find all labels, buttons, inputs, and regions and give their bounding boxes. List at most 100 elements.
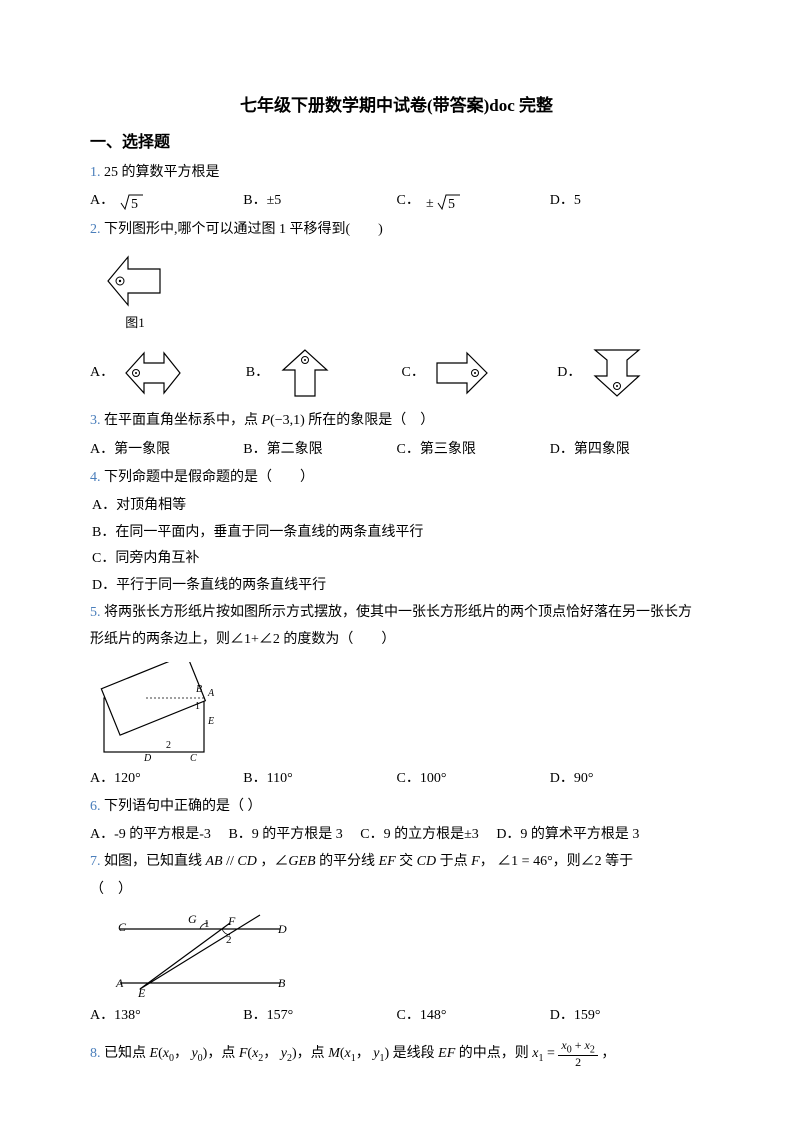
option-b: B．9 的平方根是 3 [228,827,342,842]
svg-text:2: 2 [166,740,171,751]
opt-label: C． [402,360,425,387]
option-b: B．157° [243,1003,396,1030]
label-2: 2 [226,934,232,946]
option-d: D．平行于同一条直线的两条直线平行 [90,573,703,600]
q-text: 25 的算数平方根是 [104,165,220,180]
options-row: A．138° B．157° C．148° D．159° [90,1003,703,1030]
page-title: 七年级下册数学期中试卷(带答案)doc 完整 [90,90,703,122]
option-b: B．110° [243,766,396,793]
option-c: C．第三象限 [397,437,550,464]
opt-label: A．120° [90,766,141,793]
label-b: B [278,976,286,990]
math-sqrt: 5 [120,193,144,211]
option-a: A．第一象限 [90,437,243,464]
options-row: A． B． C． D． [90,346,703,400]
label-a: A [115,976,124,990]
shape-icon [587,346,647,400]
option-d: D．90° [550,766,703,793]
svg-text:B: B [196,684,202,695]
options-row: A． 5 B．±5 C． ±5 D．5 [90,188,703,215]
question-line: 4. 下列命题中是假命题的是（ ） [90,465,703,492]
option-d: D．159° [550,1003,703,1030]
opt-label: C． [397,188,420,215]
q-number: 1. [90,165,101,180]
svg-text:A: A [207,688,215,699]
opt-label: A．第一象限 [90,437,170,464]
option-b: B．第二象限 [243,437,396,464]
option-a: A． 5 [90,188,243,215]
q-number: 6. [90,799,101,814]
opt-label: C．148° [397,1003,447,1030]
option-a: A． [90,349,236,397]
question-line: 1. 25 的算数平方根是 [90,160,703,187]
option-a: A．对顶角相等 [90,493,703,520]
svg-text:1: 1 [195,701,200,712]
svg-text:5: 5 [448,197,455,211]
opt-label: D．159° [550,1003,601,1030]
question-line: 3. 在平面直角坐标系中，点 P(−3,1) 所在的象限是（ ） [90,408,703,435]
option-d: D．第四象限 [550,437,703,464]
svg-text:E: E [207,716,214,727]
q-number: 5. [90,605,101,620]
option-a: A．120° [90,766,243,793]
label-e: E [137,986,146,999]
question-line: 8. 已知点 E(x0， y0)，点 F(x2， y2)，点 M(x1， y1)… [90,1039,703,1068]
q-text: 在平面直角坐标系中，点 P(−3,1) 所在的象限是（ ） [104,413,434,428]
q-text: 下列命题中是假命题的是（ ） [104,470,314,485]
opt-label: D．90° [550,766,594,793]
opt-label: B．110° [243,766,292,793]
figure-1: 图1 [100,253,703,336]
label-c: C [118,920,127,934]
figure-rectangles: A B 1 E 2 D C [96,662,703,762]
svg-text:D: D [143,753,152,762]
q-number: 7. [90,854,101,869]
option-a: A．138° [90,1003,243,1030]
opt-label: B．157° [243,1003,293,1030]
q-number: 3. [90,413,101,428]
option-d: D． [557,346,703,400]
q-text: 将两张长方形纸片按如图所示方式摆放，使其中一张长方形纸片的两个顶点恰好落在另一张… [90,605,692,647]
svg-text:C: C [190,753,197,762]
label-d: D [277,922,287,936]
option-b: B．±5 [243,188,396,215]
label-f: F [227,914,236,928]
frac-top: x0 + x2 [558,1039,597,1056]
frac-bot: 2 [558,1056,597,1068]
opt-label: D．第四象限 [550,437,630,464]
question-line: 6. 下列语句中正确的是（ ） [90,794,703,821]
opt-label: A．138° [90,1003,141,1030]
q-number: 2. [90,222,101,237]
option-c: C． ±5 [397,188,550,215]
option-b: B． [246,346,392,400]
opt-label: A． [90,360,114,387]
q-text: 已知点 E(x0， y0)，点 F(x2， y2)，点 M(x1， y1) 是线… [104,1046,558,1061]
q-number: 8. [90,1046,101,1061]
opt-label: B．第二象限 [243,437,322,464]
question-line: 5. 将两张长方形纸片按如图所示方式摆放，使其中一张长方形纸片的两个顶点恰好落在… [90,600,703,653]
option-c: C．100° [397,766,550,793]
shape-icon [431,349,495,397]
option-c: C． [402,349,548,397]
label-1: 1 [204,918,210,930]
option-c: C．148° [397,1003,550,1030]
q-text: 如图，已知直线 AB // CD ，∠GEB 的平分线 EF 交 CD 于点 F… [104,854,633,869]
opt-label: A． [90,188,114,215]
q-text: 下列语句中正确的是（ ） [104,799,262,814]
options-row: A．-9 的平方根是-3 B．9 的平方根是 3 C．9 的立方根是±3 D．9… [90,822,703,849]
section-header: 一、选择题 [90,128,703,158]
figure-lines: C G F D A E B 1 2 [100,909,703,999]
q-text: 下列图形中,哪个可以通过图 1 平移得到( ) [104,222,383,237]
q-text-tail: ， [601,1046,615,1061]
option-c: C．同旁内角互补 [90,546,703,573]
shape-icon [275,346,335,400]
options-row: A．第一象限 B．第二象限 C．第三象限 D．第四象限 [90,437,703,464]
option-d: D．9 的算术平方根是 3 [496,827,639,842]
svg-text:5: 5 [131,197,138,211]
shape-icon [120,349,184,397]
option-a: A．-9 的平方根是-3 [90,827,211,842]
options-row: A．120° B．110° C．100° D．90° [90,766,703,793]
label-g: G [188,912,197,926]
fraction: x0 + x2 2 [558,1039,597,1068]
q-text-cont: （ ） [90,877,703,904]
figure-label: 图1 [100,311,170,336]
